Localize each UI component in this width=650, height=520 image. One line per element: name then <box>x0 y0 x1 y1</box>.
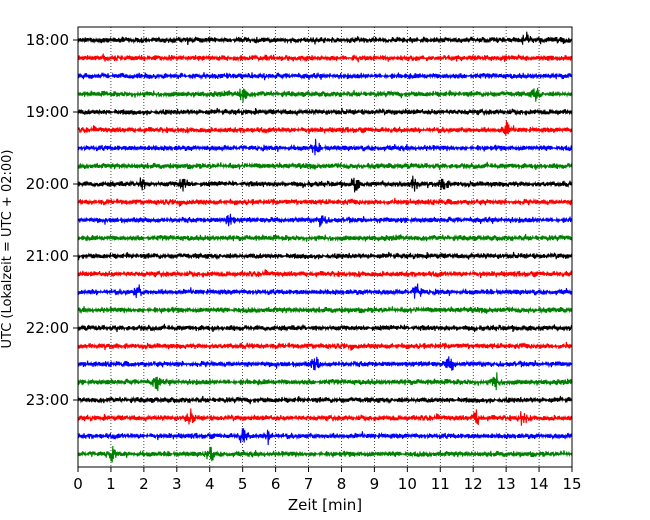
trace-1845 <box>77 87 573 103</box>
y-axis-label: UTC (Lokalzeit = UTC + 02:00) <box>0 150 15 349</box>
x-tick-label: 15 <box>562 475 581 493</box>
x-tick-label: 3 <box>172 475 182 493</box>
x-axis-label: Zeit [min] <box>288 496 362 514</box>
x-tick-label: 4 <box>205 475 215 493</box>
trace-1900 <box>77 107 573 116</box>
trace-2015 <box>77 197 573 207</box>
y-tick-label: 22:00 <box>26 319 69 337</box>
y-tick-label: 20:00 <box>26 175 69 193</box>
seismic-traces <box>77 31 573 463</box>
trace-2315 <box>77 408 573 426</box>
trace-1930 <box>77 138 573 156</box>
x-tick-label: 14 <box>530 475 549 493</box>
x-tick-label: 8 <box>337 475 347 493</box>
trace-2200 <box>77 323 573 333</box>
trace-2115 <box>77 269 573 279</box>
y-tick-label: 21:00 <box>26 247 69 265</box>
trace-1800 <box>77 31 573 46</box>
grid-lines <box>110 27 540 467</box>
trace-2100 <box>77 251 573 261</box>
plot-frame <box>77 26 573 468</box>
trace-2330 <box>77 428 573 446</box>
x-tick-label: 10 <box>398 475 417 493</box>
trace-1945 <box>77 161 573 171</box>
trace-2345 <box>77 446 573 463</box>
y-axis-ticks: 18:00 19:00 20:00 21:00 22:00 23:00 <box>26 31 78 409</box>
x-tick-label: 1 <box>106 475 116 493</box>
x-tick-label: 9 <box>370 475 380 493</box>
trace-2215 <box>77 341 573 351</box>
trace-2000 <box>77 175 573 193</box>
x-tick-label: 13 <box>497 475 516 493</box>
trace-2300 <box>77 395 573 405</box>
x-tick-label: 7 <box>304 475 314 493</box>
x-axis-ticks: 0 1 2 3 4 5 6 7 8 9 10 11 12 13 14 15 <box>73 467 582 493</box>
trace-2130 <box>77 283 573 299</box>
trace-2230 <box>77 356 573 371</box>
trace-1830 <box>77 72 573 81</box>
x-tick-label: 6 <box>271 475 281 493</box>
x-tick-label: 11 <box>431 475 450 493</box>
trace-2045 <box>77 233 573 243</box>
x-tick-label: 0 <box>73 475 83 493</box>
trace-2145 <box>77 305 573 315</box>
y-tick-label: 19:00 <box>26 103 69 121</box>
trace-2030 <box>77 213 573 228</box>
x-tick-label: 2 <box>139 475 149 493</box>
trace-1915 <box>77 120 573 136</box>
y-tick-label: 18:00 <box>26 31 69 49</box>
x-tick-label: 5 <box>238 475 248 493</box>
x-tick-label: 12 <box>464 475 483 493</box>
trace-2245 <box>77 372 573 392</box>
y-tick-label: 23:00 <box>26 391 69 409</box>
trace-1815 <box>77 53 573 63</box>
